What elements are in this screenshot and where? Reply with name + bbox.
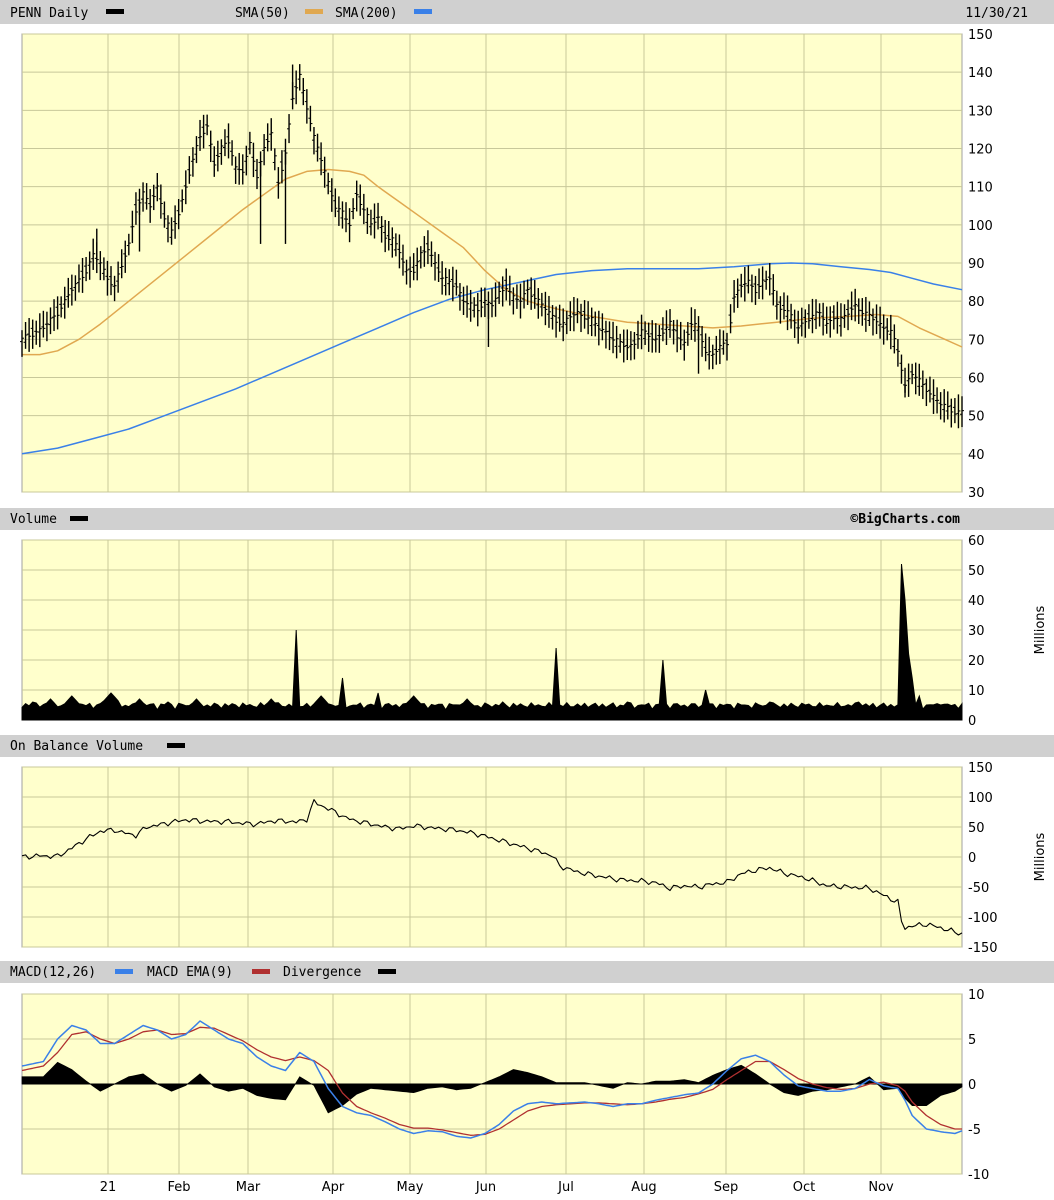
price-y-tick-label: 30: [968, 486, 985, 501]
x-tick-label: May: [397, 1180, 424, 1195]
volume-header: Volume ©BigCharts.com: [0, 508, 1054, 530]
macd-y-tick-label: 0: [968, 1078, 976, 1093]
volume-y-tick-label: 60: [968, 534, 985, 549]
obv-y-tick-label: 150: [968, 761, 993, 776]
x-tick-label: Sep: [714, 1180, 739, 1195]
price-y-tick-label: 60: [968, 372, 985, 387]
sma200-legend-swatch: [414, 9, 432, 14]
price-y-tick-label: 130: [968, 104, 993, 119]
price-y-tick-label: 80: [968, 295, 985, 310]
price-legend-swatch: [106, 9, 124, 14]
copyright: ©BigCharts.com: [850, 512, 960, 527]
price-y-tick-label: 150: [968, 28, 993, 43]
price-y-tick-label: 120: [968, 143, 993, 158]
divergence-legend-swatch: [378, 969, 396, 974]
x-tick-label: Jun: [475, 1180, 496, 1195]
price-header: PENN Daily SMA(50) SMA(200) 11/30/21: [0, 0, 1054, 24]
macd-header: MACD(12,26) MACD EMA(9) Divergence: [0, 961, 1054, 983]
macd-y-tick-label: 5: [968, 1033, 976, 1048]
sma200-label: SMA(200): [335, 6, 398, 21]
obv-header: On Balance Volume: [0, 735, 1054, 757]
obv-line: [21, 799, 963, 936]
obv-legend-swatch: [167, 743, 185, 748]
macd-y-tick-label: -5: [968, 1123, 981, 1138]
volume-y-tick-label: 30: [968, 624, 985, 639]
price-y-tick-label: 40: [968, 448, 985, 463]
divergence-histogram: [21, 1061, 963, 1114]
obv-unit-label: Millions: [1033, 832, 1048, 881]
macd-label: MACD(12,26): [10, 965, 96, 980]
obv-series: [21, 799, 963, 936]
macd-ema-label: MACD EMA(9): [147, 965, 233, 980]
sma50-label: SMA(50): [235, 6, 290, 21]
sma50-line: [22, 168, 963, 356]
price-y-tick-label: 140: [968, 66, 993, 81]
axis-labels: 3040506070809010011012013014015001020304…: [100, 28, 998, 1195]
price-y-tick-label: 70: [968, 333, 985, 348]
obv-y-tick-label: -150: [968, 941, 998, 956]
x-tick-label: Apr: [322, 1180, 345, 1195]
x-tick-label: 21: [100, 1180, 117, 1195]
x-tick-label: Feb: [167, 1180, 190, 1195]
obv-y-tick-label: 100: [968, 791, 993, 806]
obv-y-tick-label: -50: [968, 881, 989, 896]
macd-series: [21, 1020, 963, 1139]
x-tick-label: Aug: [631, 1180, 656, 1195]
obv-y-tick-label: 0: [968, 851, 976, 866]
volume-y-tick-label: 40: [968, 594, 985, 609]
x-tick-label: Nov: [868, 1180, 894, 1195]
macd-legend-swatch: [115, 969, 133, 974]
chart-date: 11/30/21: [965, 6, 1028, 21]
volume-y-tick-label: 20: [968, 654, 985, 669]
macd-y-tick-label: -10: [968, 1168, 989, 1183]
x-tick-label: Oct: [793, 1180, 815, 1195]
volume-legend-swatch: [70, 516, 88, 521]
obv-y-tick-label: 50: [968, 821, 985, 836]
price-series: [20, 64, 964, 455]
obv-label: On Balance Volume: [10, 739, 143, 754]
x-tick-label: Jul: [557, 1180, 574, 1195]
price-y-tick-label: 100: [968, 219, 993, 234]
sma200-line: [21, 262, 963, 455]
divergence-label: Divergence: [283, 965, 361, 980]
macd-line: [21, 1020, 963, 1139]
macd-y-tick-label: 10: [968, 988, 985, 1003]
price-y-tick-label: 110: [968, 181, 993, 196]
x-tick-label: Mar: [236, 1180, 261, 1195]
volume-unit-label: Millions: [1033, 605, 1048, 654]
macd-ema-legend-swatch: [252, 969, 270, 974]
price-y-tick-label: 50: [968, 410, 985, 425]
volume-label: Volume: [10, 512, 57, 527]
volume-series: [21, 563, 963, 721]
obv-y-tick-label: -100: [968, 911, 998, 926]
symbol-label: PENN Daily: [10, 6, 88, 21]
volume-y-tick-label: 10: [968, 684, 985, 699]
volume-y-tick-label: 0: [968, 714, 976, 729]
price-y-tick-label: 90: [968, 257, 985, 272]
volume-area: [21, 563, 963, 721]
volume-y-tick-label: 50: [968, 564, 985, 579]
sma50-legend-swatch: [305, 9, 323, 14]
macd-ema-line: [21, 1026, 962, 1136]
